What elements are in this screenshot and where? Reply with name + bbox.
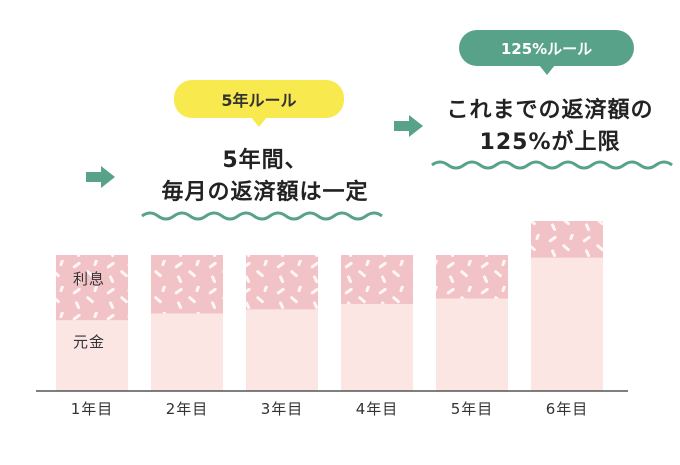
rule-bubble-label: 5年ルール bbox=[221, 91, 297, 110]
bars-group bbox=[56, 221, 603, 391]
x-axis-tick-label: 4年目 bbox=[355, 400, 399, 418]
rule-bubble-label: 125%ルール bbox=[500, 39, 593, 58]
principal-bar-segment bbox=[56, 320, 128, 391]
x-axis-tick-label: 1年目 bbox=[70, 400, 114, 418]
principal-bar-segment bbox=[151, 313, 223, 391]
headline-line: これまでの返済額の bbox=[446, 98, 654, 123]
x-axis-tick-label: 2年目 bbox=[165, 400, 209, 418]
rule-bubble-125-percent: 125%ルール bbox=[459, 30, 634, 75]
headline-125-percent-rule: これまでの返済額の 125%が上限 bbox=[420, 95, 680, 159]
x-axis-tick-label: 3年目 bbox=[260, 400, 304, 418]
interest-segment-label: 利息 bbox=[73, 270, 106, 288]
headline-line: 125%が上限 bbox=[479, 130, 621, 155]
interest-bar-segment bbox=[246, 255, 318, 310]
interest-bar-segment bbox=[341, 255, 413, 304]
wave-underline-left bbox=[141, 211, 383, 221]
x-axis-tick-label: 5年目 bbox=[450, 400, 494, 418]
interest-bar-segment bbox=[436, 255, 508, 299]
principal-bar-segment bbox=[436, 298, 508, 391]
headline-5-year-rule: 5年間、 毎月の返済額は一定 bbox=[130, 145, 400, 209]
principal-segment-label: 元金 bbox=[73, 333, 106, 351]
headline-line: 毎月の返済額は一定 bbox=[161, 180, 369, 205]
rule-bubble-5-year: 5年ルール bbox=[174, 80, 344, 127]
headline-line: 5年間、 bbox=[222, 148, 308, 173]
principal-bar-segment bbox=[341, 303, 413, 391]
arrow-right-icon bbox=[394, 115, 423, 137]
arrow-right-icon bbox=[86, 166, 115, 188]
principal-bar-segment bbox=[246, 309, 318, 391]
interest-bar-segment bbox=[151, 255, 223, 314]
interest-bar-segment bbox=[531, 221, 603, 258]
interest-bar-segment bbox=[56, 255, 128, 321]
principal-bar-segment bbox=[531, 257, 603, 391]
wave-underline-right bbox=[431, 160, 673, 170]
x-axis-tick-label: 6年目 bbox=[545, 400, 589, 418]
